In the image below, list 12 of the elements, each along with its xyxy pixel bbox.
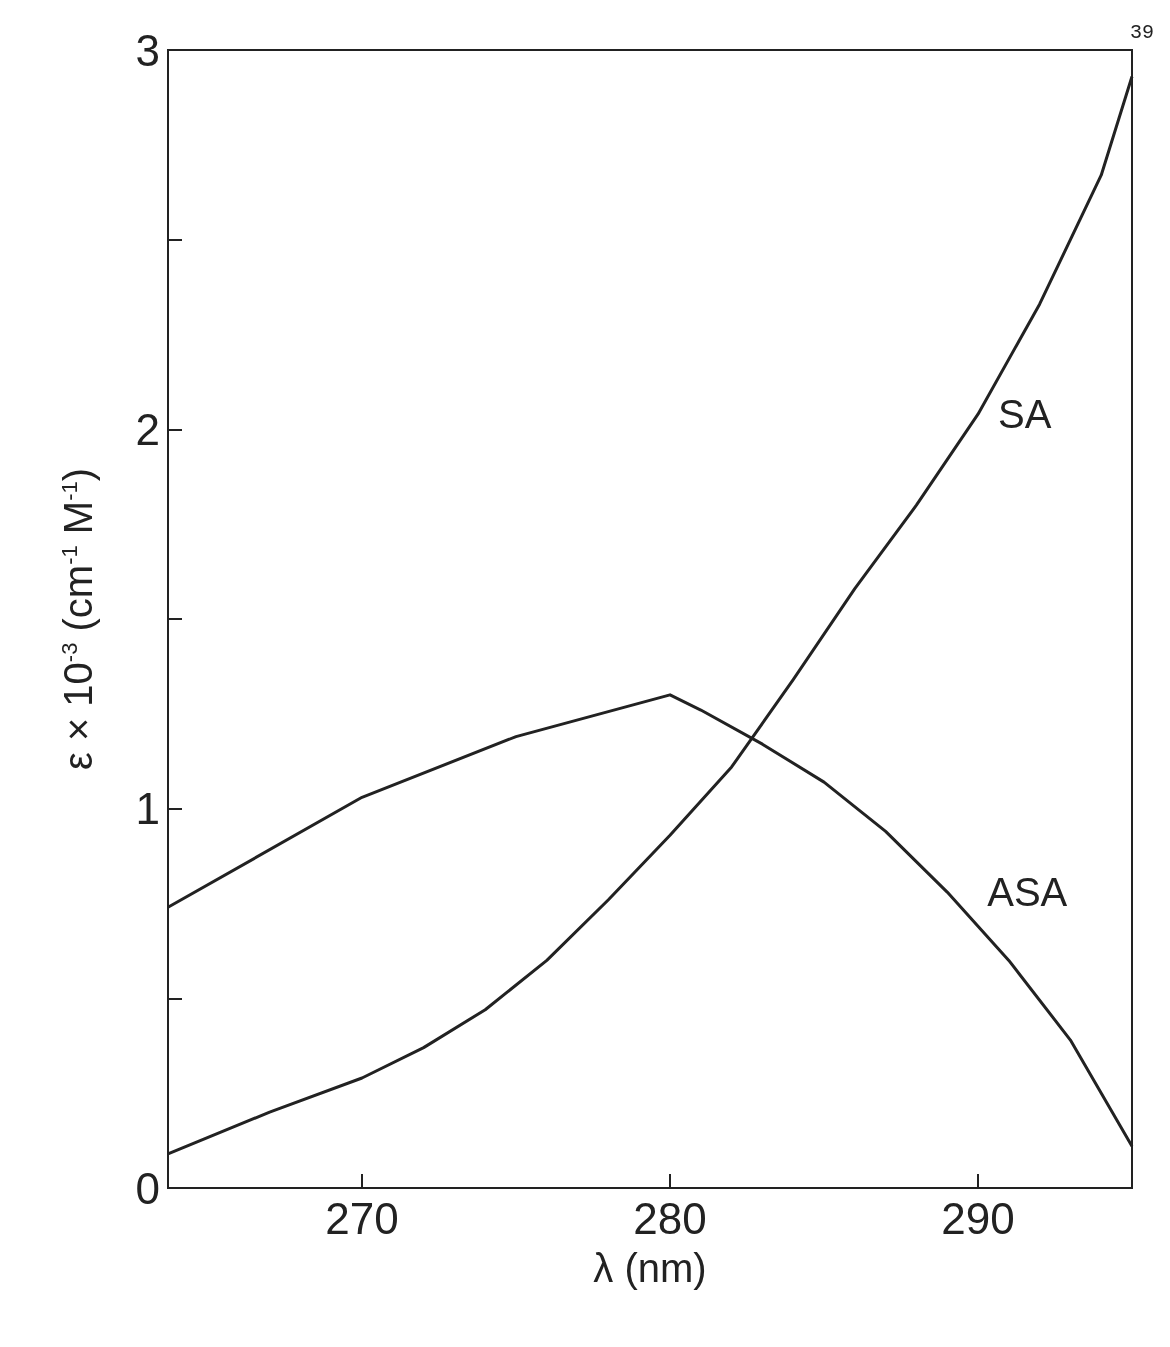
- x-tick-label: 290: [941, 1193, 1015, 1243]
- y-tick-label: 3: [135, 25, 160, 75]
- x-tick-label: 280: [633, 1193, 707, 1243]
- x-axis-title: λ (nm): [593, 1246, 707, 1290]
- y-tick-label: 0: [135, 1163, 160, 1213]
- x-tick-label: 270: [325, 1193, 399, 1243]
- series-label: SA: [998, 392, 1052, 437]
- series-label: ASA: [987, 870, 1068, 915]
- y-axis-title: ε × 10-3 (cm-1 M-1): [56, 467, 100, 771]
- text: 39: [1130, 20, 1155, 44]
- y-tick-label: 2: [135, 404, 160, 454]
- y-tick-label: 1: [135, 784, 160, 834]
